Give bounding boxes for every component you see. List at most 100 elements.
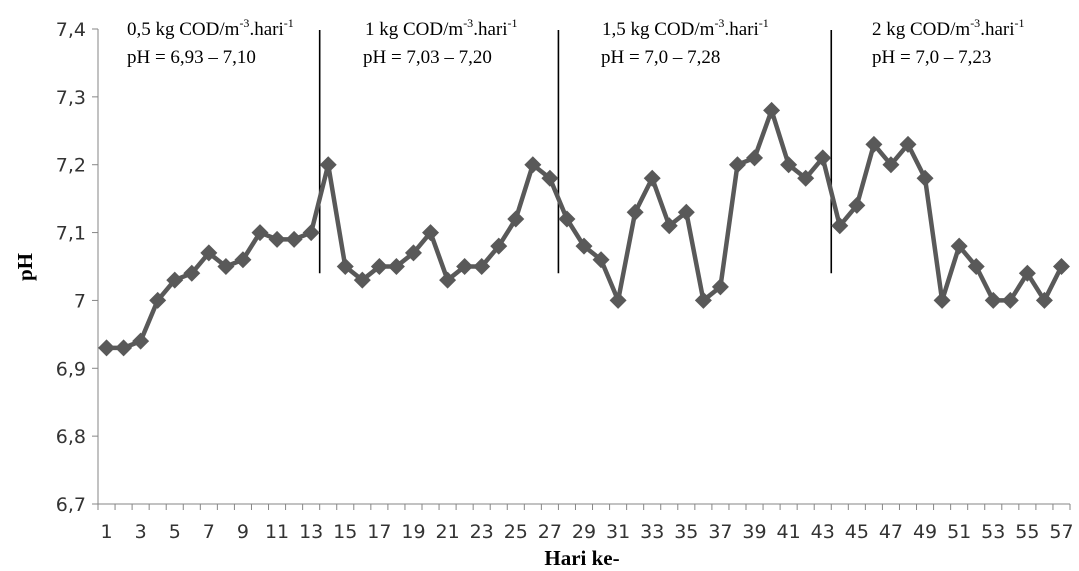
data-point-marker — [711, 278, 729, 296]
data-point-marker — [268, 230, 286, 248]
y-tick-label: 7,1 — [56, 223, 86, 245]
x-tick-label: 27 — [538, 521, 562, 543]
data-point-marker — [149, 291, 167, 309]
x-tick-label: 47 — [879, 521, 903, 543]
data-point-marker — [1035, 291, 1053, 309]
x-tick-label: 5 — [169, 521, 181, 543]
data-point-marker — [302, 224, 320, 242]
y-tick-label: 7 — [74, 290, 86, 312]
data-point-marker — [234, 251, 252, 269]
data-point-marker — [507, 210, 525, 228]
data-point-marker — [643, 169, 661, 187]
data-point-marker — [831, 217, 849, 235]
annotation-period-3-load: 1,5 kg COD/m-3.hari-1 — [602, 16, 769, 40]
x-tick-label: 39 — [742, 521, 766, 543]
annotation-period-2-ph: pH = 7,03 – 7,20 — [363, 47, 492, 68]
data-point-marker — [780, 156, 798, 174]
x-tick-label: 15 — [333, 521, 357, 543]
data-point-marker — [609, 291, 627, 309]
x-tick-label: 31 — [606, 521, 630, 543]
x-tick-label: 7 — [203, 521, 215, 543]
annotation-period-1-load: 0,5 kg COD/m-3.hari-1 — [127, 16, 294, 40]
data-point-marker — [200, 244, 218, 262]
x-tick-label: 19 — [401, 521, 425, 543]
data-point-marker — [166, 271, 184, 289]
y-tick-label: 6,9 — [56, 358, 86, 380]
data-point-marker — [848, 196, 866, 214]
x-tick-label: 57 — [1049, 521, 1073, 543]
data-point-marker — [319, 156, 337, 174]
x-tick-label: 37 — [708, 521, 732, 543]
y-tick-label: 7,3 — [56, 87, 86, 109]
data-point-marker — [217, 258, 235, 275]
data-point-marker — [660, 217, 678, 235]
data-point-marker — [797, 169, 815, 187]
data-point-marker — [1052, 258, 1070, 275]
data-point-marker — [950, 237, 968, 255]
data-point-marker — [967, 258, 985, 275]
data-point-marker — [285, 230, 303, 248]
x-tick-label: 43 — [811, 521, 835, 543]
x-tick-label: 41 — [777, 521, 801, 543]
data-point-marker — [1001, 291, 1019, 309]
data-point-marker — [251, 224, 269, 242]
data-point-marker — [677, 203, 695, 221]
data-point-marker — [814, 149, 832, 167]
x-tick-label: 23 — [470, 521, 494, 543]
data-point-marker — [933, 291, 951, 309]
y-tick-label: 6,7 — [56, 494, 86, 516]
annotation-period-3-ph: pH = 7,0 – 7,28 — [601, 47, 720, 68]
data-point-marker — [387, 258, 405, 275]
data-point-marker — [98, 339, 116, 357]
data-point-marker — [558, 210, 576, 228]
data-point-marker — [115, 339, 133, 357]
annotations-layer: 0,5 kg COD/m-3.hari-1 pH = 6,93 – 7,10 1… — [127, 16, 1024, 68]
x-tick-label: 25 — [504, 521, 528, 543]
y-tick-label: 6,8 — [56, 426, 86, 448]
x-tick-label: 53 — [981, 521, 1005, 543]
data-point-marker — [336, 258, 354, 275]
x-tick-label: 35 — [674, 521, 698, 543]
data-point-marker — [694, 291, 712, 309]
annotation-period-4-load: 2 kg COD/m-3.hari-1 — [872, 16, 1024, 40]
x-tick-label: 13 — [299, 521, 323, 543]
data-point-marker — [524, 156, 542, 174]
data-point-marker — [882, 156, 900, 174]
data-point-marker — [728, 156, 746, 174]
x-tick-label: 33 — [640, 521, 664, 543]
data-point-marker — [916, 169, 934, 187]
x-tick-label: 29 — [572, 521, 596, 543]
data-point-marker — [456, 258, 474, 275]
data-point-marker — [592, 251, 610, 269]
data-point-marker — [763, 101, 781, 119]
data-point-marker — [422, 224, 440, 242]
x-tick-label: 1 — [100, 521, 112, 543]
x-tick-label: 17 — [367, 521, 391, 543]
x-tick-label: 11 — [265, 521, 289, 543]
data-point-marker — [899, 135, 917, 153]
data-point-marker — [575, 237, 593, 255]
data-point-marker — [473, 258, 491, 275]
x-tick-label: 55 — [1015, 521, 1039, 543]
x-tick-label: 45 — [845, 521, 869, 543]
data-point-marker — [404, 244, 422, 262]
y-axis-title: pH — [13, 253, 37, 281]
y-tick-label: 7,4 — [56, 19, 86, 41]
data-point-marker — [865, 135, 883, 153]
series-line — [106, 108, 1064, 351]
annotation-period-2-load: 1 kg COD/m-3.hari-1 — [365, 16, 517, 40]
x-axis-title: Hari ke- — [544, 546, 619, 570]
x-tick-label: 51 — [947, 521, 971, 543]
x-tick-label: 21 — [435, 521, 459, 543]
x-tick-label: 9 — [237, 521, 249, 543]
data-point-marker — [541, 169, 559, 187]
x-tick-label: 3 — [135, 521, 147, 543]
annotation-period-4-ph: pH = 7,0 – 7,23 — [872, 47, 991, 68]
data-point-marker — [490, 237, 508, 255]
y-tick-label: 7,2 — [56, 155, 86, 177]
data-point-marker — [746, 149, 764, 167]
annotation-period-1-ph: pH = 6,93 – 7,10 — [127, 47, 256, 68]
data-point-marker — [353, 271, 371, 289]
data-point-marker — [439, 271, 457, 289]
